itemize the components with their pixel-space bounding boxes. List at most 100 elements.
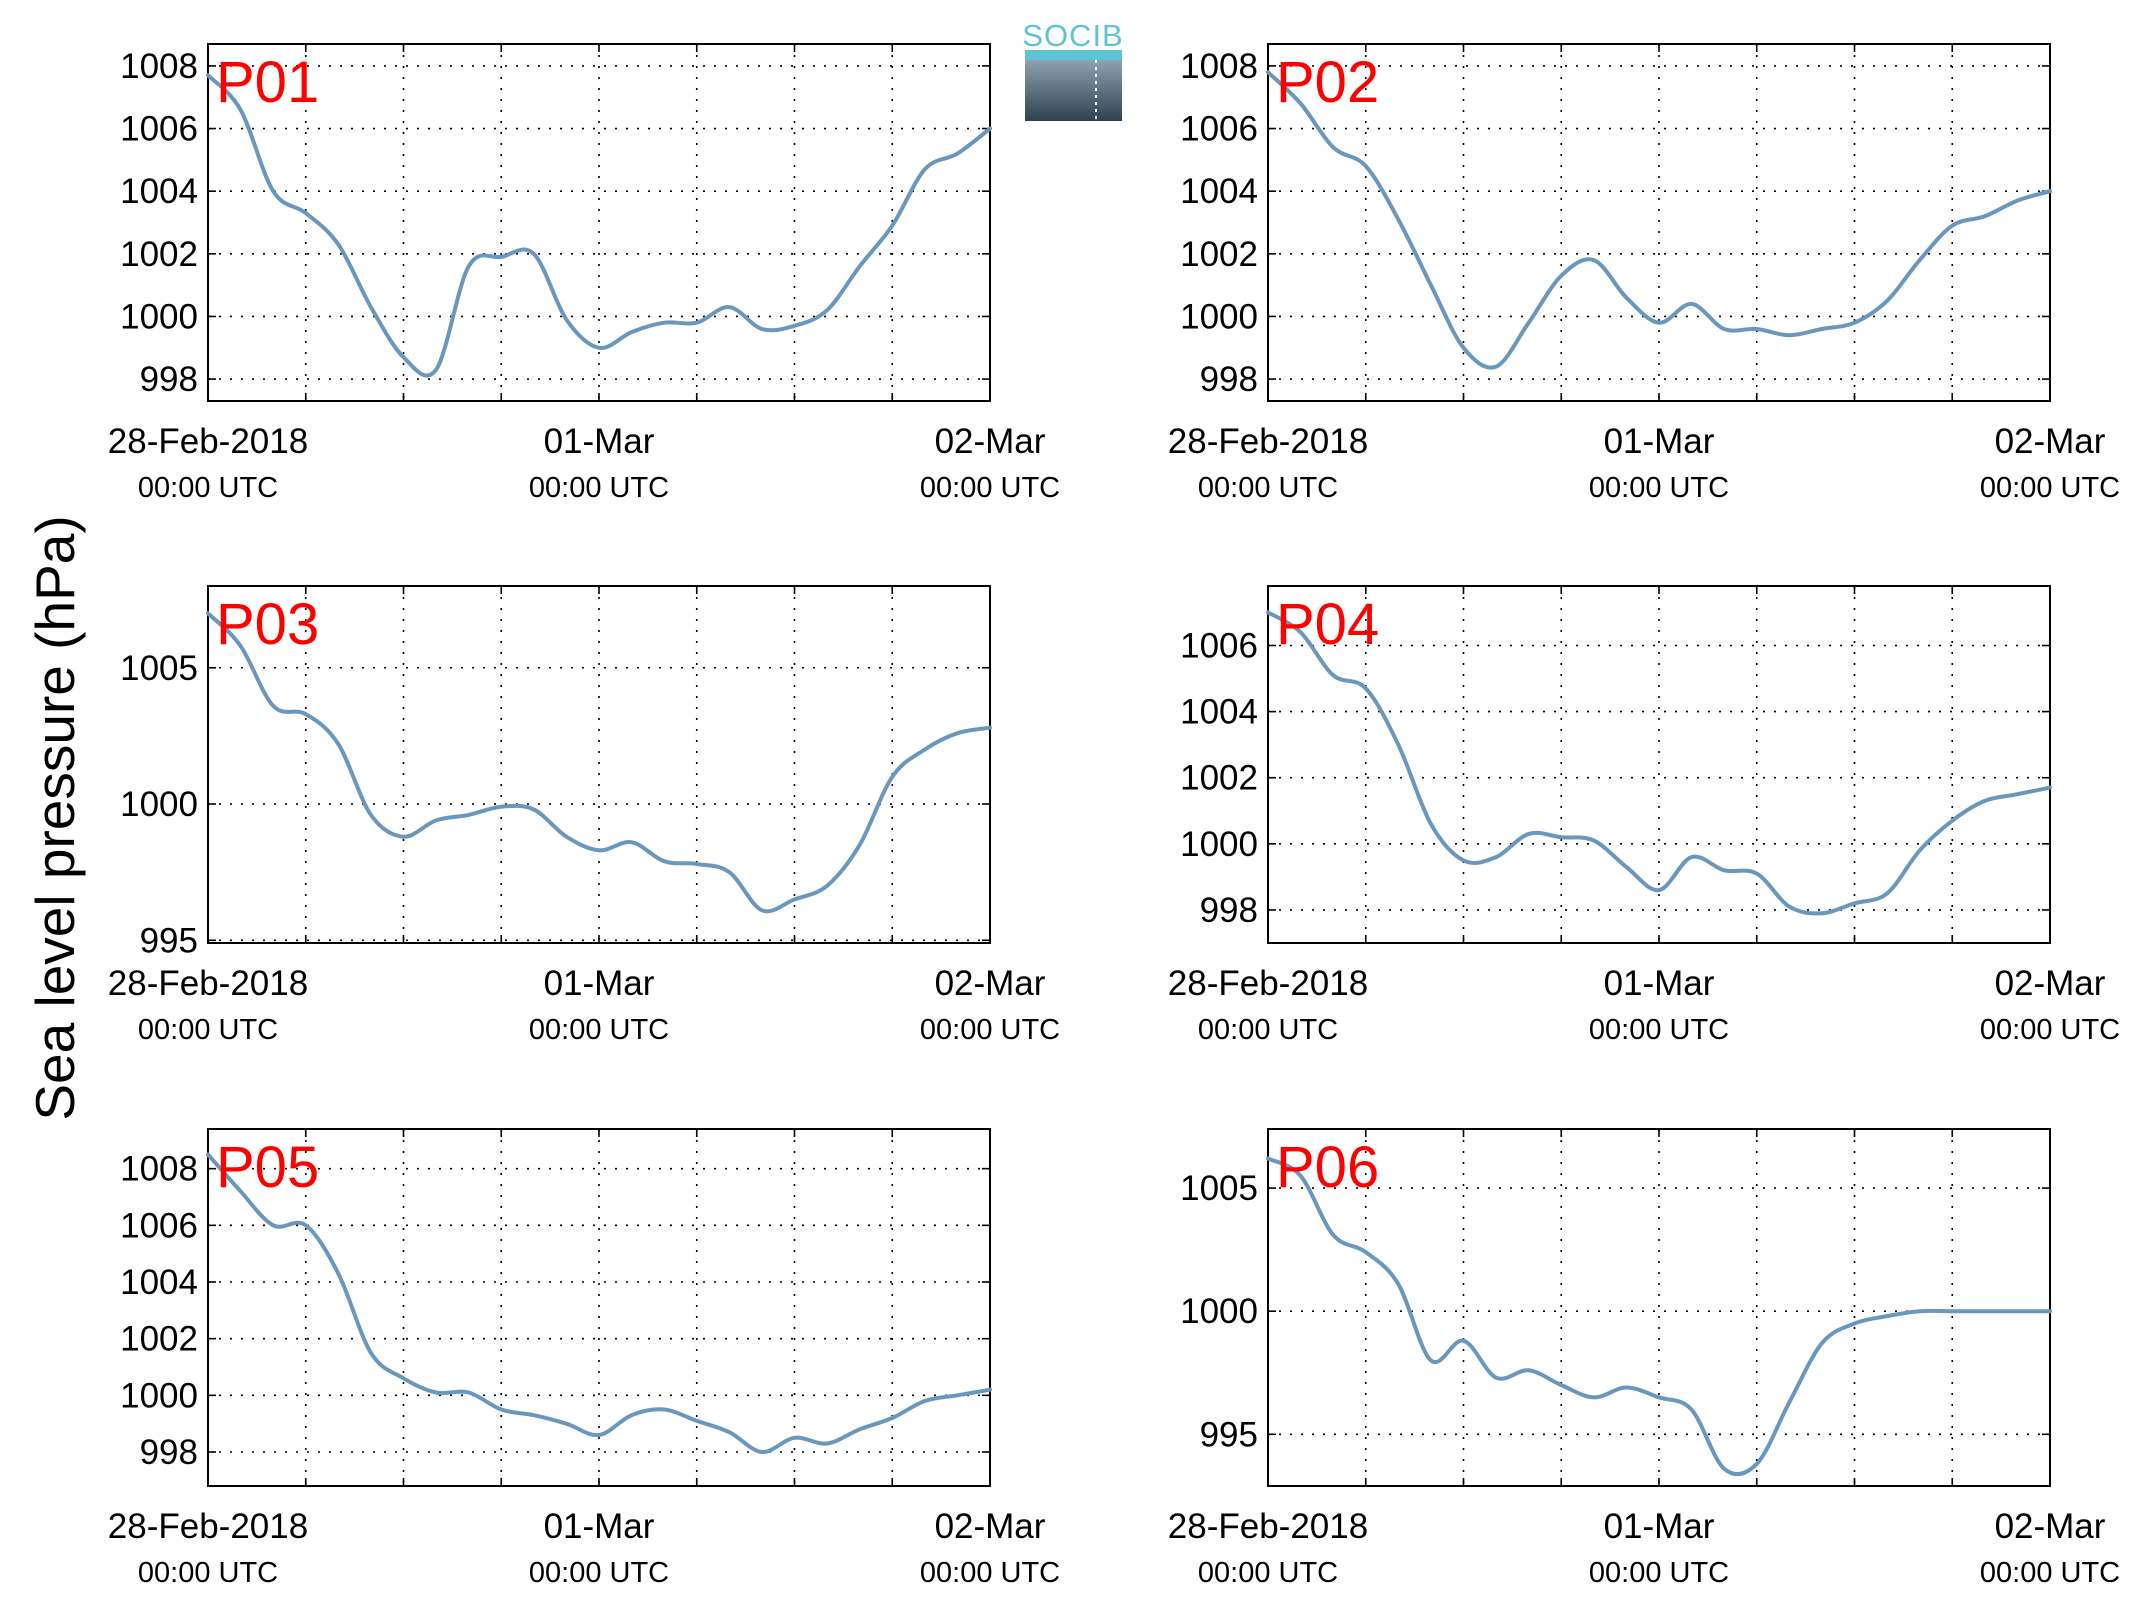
y-axis-label: Sea level pressure (hPa) bbox=[24, 515, 86, 1120]
y-tick-label: 1002 bbox=[1180, 235, 1258, 274]
data-point bbox=[1722, 1467, 1726, 1471]
data-point bbox=[1787, 905, 1791, 909]
data-point bbox=[1364, 164, 1368, 168]
panel-label: P02 bbox=[1276, 50, 1379, 115]
data-point bbox=[1624, 865, 1628, 869]
data-point bbox=[1918, 258, 1922, 262]
data-point bbox=[1657, 888, 1661, 892]
data-point bbox=[760, 908, 764, 912]
data-point bbox=[988, 726, 992, 730]
panel-label: P06 bbox=[1276, 1135, 1379, 1200]
x-tick-sublabel: 00:00 UTC bbox=[1198, 472, 1338, 504]
data-point bbox=[1462, 346, 1465, 350]
x-tick-sublabel: 00:00 UTC bbox=[1589, 1557, 1729, 1589]
y-tick-label: 998 bbox=[140, 1433, 198, 1472]
data-point bbox=[955, 731, 959, 735]
data-point bbox=[336, 742, 340, 746]
axes-frame bbox=[1267, 1128, 2051, 1487]
y-tick-label: 998 bbox=[1200, 360, 1258, 399]
data-point bbox=[1592, 839, 1596, 842]
data-point bbox=[825, 884, 829, 888]
data-point bbox=[1853, 901, 1856, 905]
data-point bbox=[1787, 333, 1791, 337]
data-point bbox=[1983, 214, 1987, 218]
x-tick-sublabel: 00:00 UTC bbox=[138, 1014, 278, 1046]
x-tick-sublabel: 00:00 UTC bbox=[920, 1557, 1060, 1589]
data-point bbox=[1494, 855, 1498, 859]
panel-p05: 998 1000 1002 1004 1006 1008 28-Feb-2018 00:00 … bbox=[108, 1128, 1060, 1589]
data-point bbox=[304, 712, 308, 716]
socib-logo-text: SOCIB bbox=[1022, 18, 1123, 53]
data-point bbox=[434, 368, 438, 372]
y-tick-label: 1006 bbox=[1180, 627, 1258, 666]
data-point bbox=[1266, 610, 1270, 614]
y-tick-label: 998 bbox=[1200, 891, 1258, 930]
data-point bbox=[630, 840, 634, 844]
data-point bbox=[1624, 296, 1628, 300]
data-point bbox=[923, 748, 927, 751]
data-point bbox=[1266, 1157, 1270, 1160]
data-point bbox=[1299, 630, 1303, 634]
x-tick-label: 02-Mar bbox=[935, 964, 1046, 1003]
data-point bbox=[1527, 321, 1531, 325]
data-point bbox=[955, 1393, 959, 1397]
data-point bbox=[1624, 1386, 1628, 1389]
y-tick-label: 1002 bbox=[120, 235, 198, 274]
x-tick-label: 02-Mar bbox=[1995, 422, 2106, 461]
x-tick-label: 01-Mar bbox=[544, 964, 655, 1003]
panel-p02: 998 1000 1002 1004 1006 1008 28-Feb-2018 00:00 … bbox=[1168, 43, 2120, 504]
data-point bbox=[1364, 687, 1368, 690]
data-point bbox=[858, 1427, 862, 1431]
panel-p01: 998 1000 1002 1004 1006 1008 28-Feb-2018 00:00 … bbox=[108, 43, 1060, 504]
y-tick-label: 1004 bbox=[120, 1263, 198, 1302]
data-point bbox=[630, 1413, 634, 1417]
data-point bbox=[1755, 872, 1759, 876]
data-point bbox=[336, 1272, 340, 1275]
data-point bbox=[1755, 327, 1759, 331]
data-point bbox=[1657, 321, 1661, 325]
data-point bbox=[597, 848, 601, 852]
x-tick-label: 28-Feb-2018 bbox=[108, 1507, 308, 1546]
data-point bbox=[1429, 1358, 1433, 1362]
x-tick-label: 28-Feb-2018 bbox=[108, 964, 308, 1003]
data-point bbox=[793, 1436, 796, 1440]
y-tick-label: 1002 bbox=[120, 1320, 198, 1359]
data-point bbox=[695, 1419, 699, 1423]
panel-p06: 995 1000 1005 28-Feb-2018 00:00 UTC 01-Mar 00:… bbox=[1168, 1128, 2120, 1589]
y-tick-label: 1000 bbox=[120, 785, 198, 824]
data-point bbox=[271, 1223, 275, 1227]
data-point bbox=[1299, 1174, 1303, 1178]
x-tick-sublabel: 00:00 UTC bbox=[1589, 1014, 1729, 1046]
y-tick-label: 1006 bbox=[120, 110, 198, 149]
y-tick-label: 1002 bbox=[1180, 759, 1258, 798]
data-point bbox=[402, 835, 405, 839]
data-point bbox=[564, 1422, 568, 1426]
data-point bbox=[923, 167, 927, 171]
data-point bbox=[1918, 848, 1922, 852]
data-point bbox=[564, 835, 568, 839]
y-tick-label: 1004 bbox=[1180, 693, 1258, 732]
data-point bbox=[206, 611, 210, 615]
data-point bbox=[1690, 855, 1694, 859]
data-point bbox=[955, 152, 959, 156]
x-tick-sublabel: 00:00 UTC bbox=[1589, 472, 1729, 504]
data-point bbox=[1527, 1368, 1531, 1372]
data-point bbox=[727, 305, 731, 309]
data-point bbox=[1950, 1309, 1954, 1313]
data-point bbox=[1396, 743, 1400, 747]
y-tick-label: 995 bbox=[140, 921, 198, 960]
y-tick-label: 1000 bbox=[1180, 825, 1258, 864]
y-tick-label: 1000 bbox=[1180, 297, 1258, 336]
y-tick-label: 1006 bbox=[120, 1206, 198, 1245]
data-point bbox=[1559, 835, 1563, 839]
data-point bbox=[1396, 217, 1400, 221]
x-tick-label: 02-Mar bbox=[935, 422, 1046, 461]
data-point bbox=[793, 324, 796, 328]
data-point bbox=[923, 1399, 927, 1403]
data-point bbox=[239, 108, 243, 112]
data-point bbox=[793, 897, 796, 901]
y-tick-label: 1005 bbox=[120, 649, 198, 688]
data-point bbox=[597, 1433, 601, 1437]
x-tick-label: 01-Mar bbox=[544, 422, 655, 461]
